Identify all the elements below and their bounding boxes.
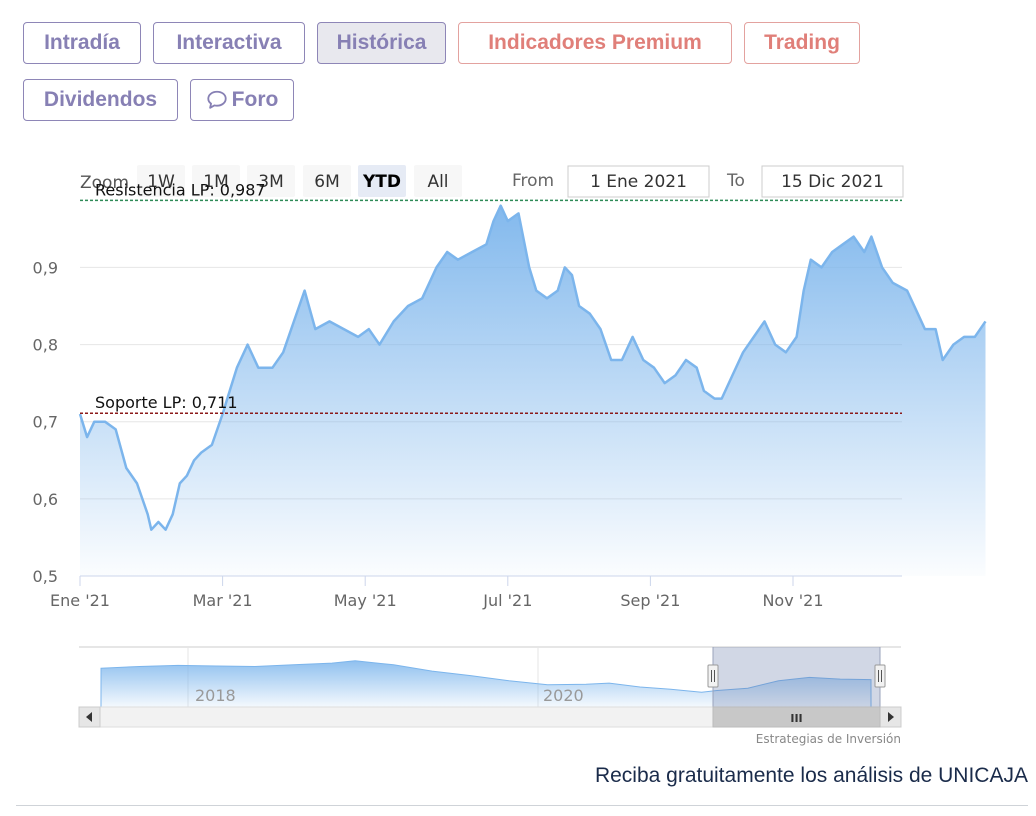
zoom-button-label: 1W	[147, 172, 175, 192]
zoom-button-label: 3M	[258, 172, 283, 192]
to-label: To	[726, 171, 745, 191]
tab-label: Intradía	[44, 31, 120, 54]
tab-dividendos[interactable]: Dividendos	[23, 79, 178, 121]
y-tick-label: 0,7	[33, 413, 58, 432]
tab-label: Interactiva	[176, 31, 282, 54]
x-tick-label: Sep '21	[620, 591, 680, 610]
x-tick-label: Ene '21	[50, 591, 110, 610]
tab-label: Indicadores Premium	[488, 31, 702, 54]
tab-label: Foro	[231, 88, 279, 111]
footer-cta-text[interactable]: Reciba gratuitamente los análisis de UNI…	[594, 764, 1028, 787]
arrow-left-icon	[86, 712, 92, 722]
zoom-button-1w[interactable]: 1W	[137, 165, 185, 197]
zoom-button-all[interactable]: All	[414, 165, 462, 197]
navigator-right-handle[interactable]	[874, 664, 886, 688]
tab-label: Histórica	[336, 31, 427, 54]
x-tick-label: Jul '21	[482, 591, 532, 610]
navigator-selected-range[interactable]	[713, 647, 880, 707]
x-tick-label: Mar '21	[193, 591, 253, 610]
x-tick-label: May '21	[334, 591, 397, 610]
y-tick-label: 0,5	[33, 567, 58, 586]
y-tick-label: 0,6	[33, 490, 58, 509]
scrollbar-grip-icon: III	[790, 712, 802, 725]
navigator-label-2020: 2020	[543, 686, 584, 705]
tab-foro[interactable]: Foro	[190, 79, 294, 121]
zoom-button-label: YTD	[362, 172, 401, 192]
chart-credits[interactable]: Estrategias de Inversión	[756, 732, 901, 746]
navigator-label-2018: 2018	[195, 686, 236, 705]
price-area	[80, 205, 986, 576]
price-line	[78, 204, 987, 531]
chat-bubble-icon	[207, 90, 227, 109]
range-selector: Zoom 1W 1M 3M 6M YTD All From 1 Ene 2021 To 1…	[80, 165, 904, 198]
resistance-label: Resistencia LP: 0,987	[95, 180, 266, 199]
tab-trading[interactable]: Trading	[744, 22, 860, 64]
navigator[interactable]: 2018 2020	[79, 646, 901, 708]
scrollbar-thumb[interactable]	[712, 706, 881, 728]
zoom-button-3m[interactable]: 3M	[247, 165, 295, 197]
zoom-button-ytd[interactable]: YTD	[358, 165, 406, 197]
from-date-input[interactable]	[567, 165, 710, 198]
y-tick-label: 0,9	[33, 258, 58, 277]
support-label: Soporte LP: 0,711	[95, 393, 238, 412]
scrollbar[interactable]: III	[78, 706, 902, 728]
zoom-button-label: 6M	[314, 172, 339, 192]
plot-lines: Resistencia LP: 0,987 Soporte LP: 0,711	[80, 180, 902, 414]
zoom-button-1m[interactable]: 1M	[192, 165, 240, 197]
x-axis: Ene '21 Mar '21 May '21 Jul '21 Sep '21 Nov '…	[50, 575, 902, 610]
tab-label: Dividendos	[43, 88, 158, 111]
y-axis: 0,5 0,6 0,7 0,8 0,9	[33, 258, 58, 586]
zoom-button-6m[interactable]: 6M	[303, 165, 351, 197]
tab-label: Trading	[764, 31, 840, 54]
navigator-left-handle[interactable]	[707, 664, 719, 688]
zoom-button-label: All	[427, 172, 448, 192]
tab-interactiva[interactable]: Interactiva	[153, 22, 305, 64]
to-date-input[interactable]	[761, 165, 904, 198]
zoom-label: Zoom	[80, 173, 129, 193]
tab-historica[interactable]: Histórica	[317, 22, 446, 64]
tab-indicadores-premium[interactable]: Indicadores Premium	[458, 22, 732, 64]
y-tick-label: 0,8	[33, 336, 58, 355]
to-date-value: 15 Dic 2021	[781, 172, 884, 192]
from-label: From	[512, 171, 554, 191]
navigator-area	[100, 660, 872, 708]
tab-intradia[interactable]: Intradía	[23, 22, 141, 64]
arrow-right-icon	[888, 712, 894, 722]
zoom-button-label: 1M	[203, 172, 228, 192]
footer-divider	[16, 805, 1028, 806]
from-date-value: 1 Ene 2021	[590, 172, 687, 192]
price-chart[interactable]: Zoom 1W 1M 3M 6M YTD All From 1 Ene 2021 To 1…	[0, 0, 1036, 760]
x-tick-label: Nov '21	[762, 591, 823, 610]
